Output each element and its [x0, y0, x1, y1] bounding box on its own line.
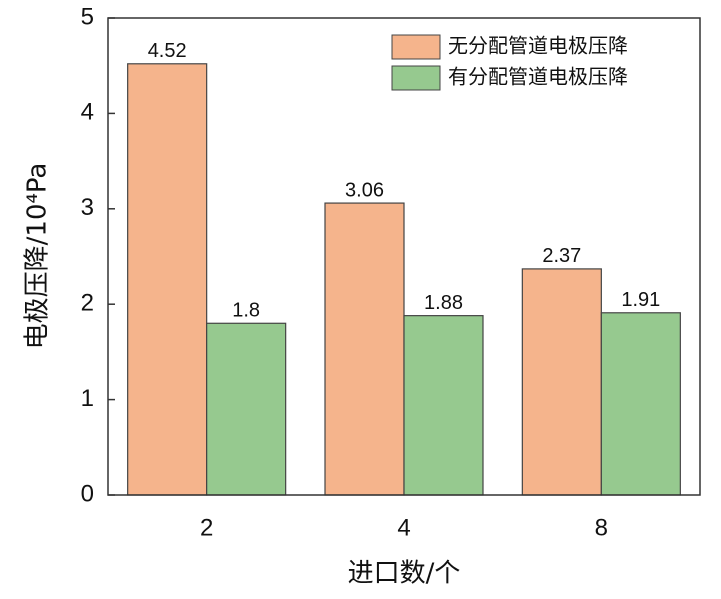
- y-tick-label: 5: [81, 3, 94, 30]
- value-label: 1.88: [424, 292, 463, 314]
- legend-swatch: [391, 34, 441, 60]
- plot-frame: [107, 17, 701, 496]
- bar: [521, 268, 602, 496]
- legend-swatch: [391, 65, 441, 91]
- y-tick-label: 1: [81, 385, 94, 412]
- legend-label: 有分配管道电极压降: [448, 65, 628, 89]
- bar: [403, 315, 484, 496]
- y-tick-label: 3: [81, 194, 94, 221]
- value-label: 1.8: [232, 300, 260, 322]
- legend-label: 无分配管道电极压降: [448, 34, 628, 58]
- x-tick-label: 4: [397, 514, 410, 541]
- value-label: 1.91: [621, 289, 660, 311]
- y-tick-label: 4: [81, 99, 94, 126]
- bar: [206, 322, 287, 496]
- value-label: 4.52: [148, 40, 187, 62]
- y-axis-title: 电极压降/10⁴Pa: [23, 163, 53, 350]
- y-tick-label: 0: [81, 480, 94, 507]
- value-label: 2.37: [542, 245, 581, 267]
- y-tick-label: 2: [81, 290, 94, 317]
- x-tick-label: 2: [200, 514, 213, 541]
- x-axis-title: 进口数/个: [348, 559, 461, 589]
- bar: [127, 63, 208, 496]
- bar: [324, 202, 405, 496]
- x-tick-label: 8: [595, 514, 608, 541]
- bar: [600, 312, 681, 496]
- value-label: 3.06: [345, 179, 384, 201]
